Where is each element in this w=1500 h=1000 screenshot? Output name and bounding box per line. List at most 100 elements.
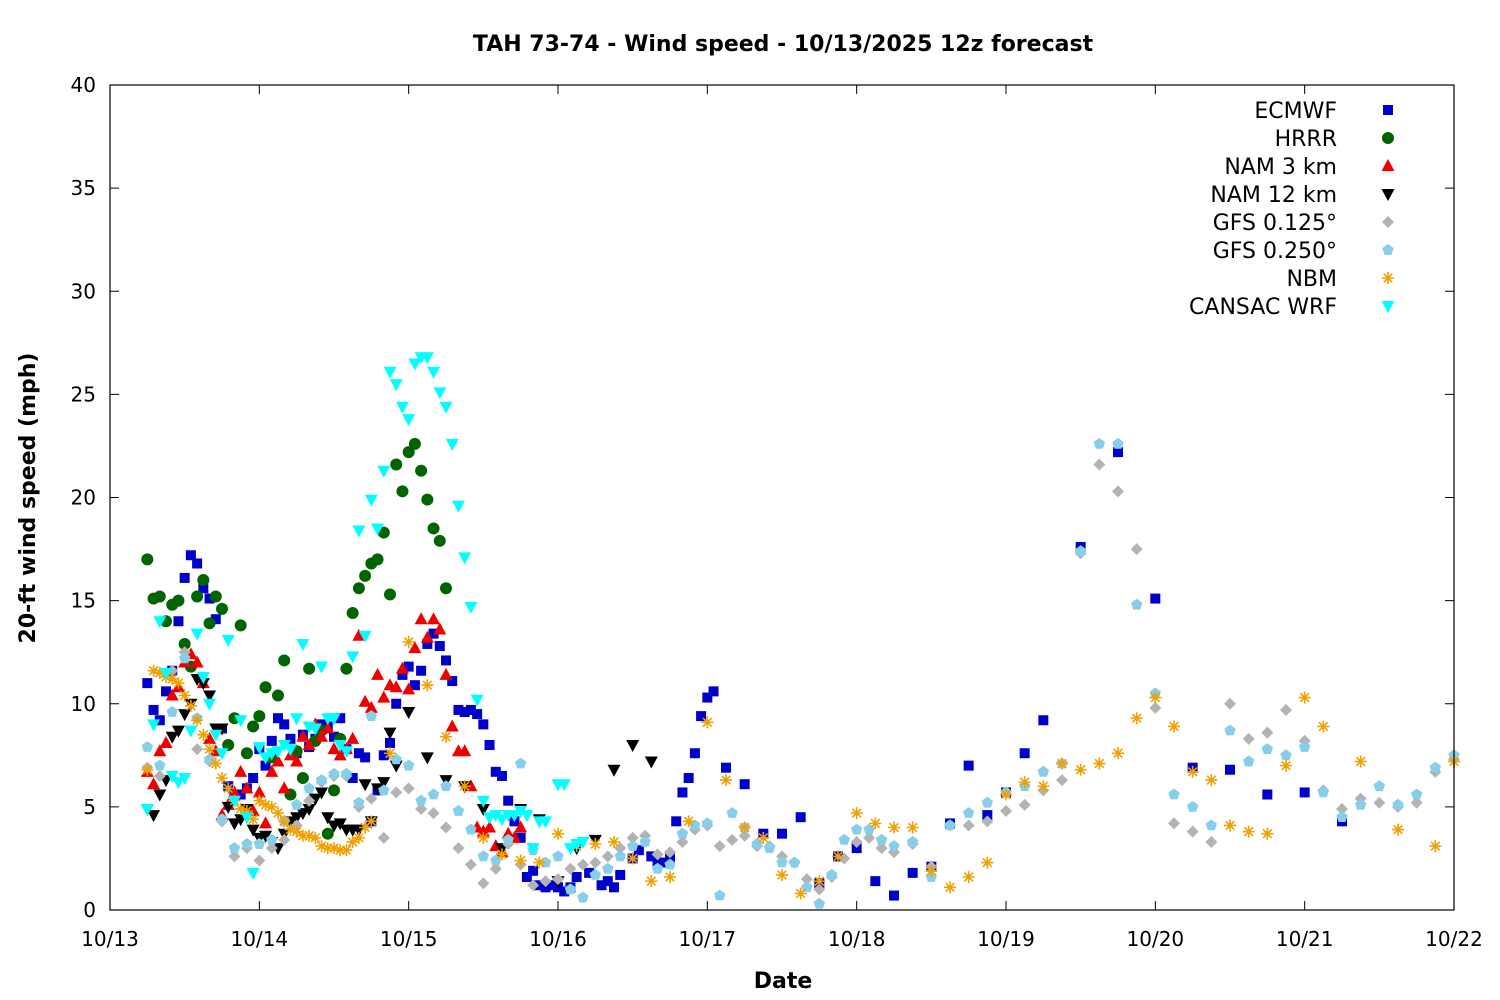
data-point bbox=[296, 772, 309, 784]
data-point bbox=[609, 882, 619, 893]
x-tick-label: 10/17 bbox=[679, 927, 737, 951]
data-point bbox=[701, 817, 713, 829]
data-point bbox=[296, 829, 309, 842]
data-point bbox=[1373, 780, 1385, 792]
data-point bbox=[308, 723, 322, 736]
data-point bbox=[209, 729, 223, 742]
data-point bbox=[359, 821, 372, 834]
data-point bbox=[339, 746, 353, 759]
data-point bbox=[148, 704, 159, 715]
data-point bbox=[402, 782, 415, 795]
data-point bbox=[496, 848, 508, 861]
data-point bbox=[515, 832, 526, 843]
data-point bbox=[216, 772, 228, 784]
data-point bbox=[321, 827, 334, 840]
data-point bbox=[316, 719, 327, 730]
data-point bbox=[303, 794, 316, 807]
data-point bbox=[626, 852, 639, 865]
data-point bbox=[420, 352, 434, 365]
data-point bbox=[147, 777, 161, 790]
legend-marker bbox=[1381, 189, 1395, 201]
data-point bbox=[813, 875, 826, 888]
legend-label: CANSAC WRF bbox=[1189, 295, 1337, 320]
data-point bbox=[963, 760, 974, 771]
data-point bbox=[378, 784, 390, 796]
data-point bbox=[832, 850, 844, 863]
data-point bbox=[776, 868, 788, 881]
data-point bbox=[1093, 458, 1106, 471]
y-tick-label: 0 bbox=[83, 898, 96, 922]
data-point bbox=[290, 754, 304, 767]
data-point bbox=[402, 414, 416, 427]
data-point bbox=[227, 818, 241, 831]
data-point bbox=[906, 821, 919, 834]
data-point bbox=[365, 710, 377, 721]
data-point bbox=[664, 871, 676, 883]
data-point bbox=[433, 534, 446, 547]
data-point bbox=[253, 838, 265, 849]
data-point bbox=[171, 725, 185, 738]
data-point bbox=[302, 803, 316, 816]
data-point bbox=[422, 638, 433, 649]
data-point bbox=[315, 729, 329, 742]
data-point bbox=[1354, 755, 1367, 768]
data-point bbox=[1150, 593, 1161, 604]
data-point bbox=[265, 842, 278, 855]
data-point bbox=[215, 723, 229, 736]
data-point bbox=[154, 759, 166, 771]
data-point bbox=[178, 709, 192, 722]
data-point bbox=[826, 868, 838, 880]
data-point bbox=[863, 831, 876, 844]
data-point bbox=[153, 666, 166, 679]
data-point bbox=[383, 727, 397, 740]
data-point bbox=[204, 593, 215, 604]
data-point bbox=[248, 773, 259, 783]
data-point bbox=[925, 864, 938, 877]
data-point bbox=[490, 766, 501, 777]
data-point bbox=[1242, 825, 1255, 838]
data-point bbox=[1336, 811, 1348, 822]
data-point bbox=[576, 836, 590, 849]
data-point bbox=[198, 583, 209, 594]
data-point bbox=[1187, 800, 1199, 812]
data-point bbox=[277, 781, 291, 794]
data-point bbox=[333, 818, 347, 831]
data-point bbox=[395, 661, 409, 674]
data-point bbox=[227, 785, 241, 798]
data-point bbox=[191, 743, 204, 756]
data-point bbox=[1149, 691, 1162, 704]
data-point bbox=[776, 856, 788, 868]
series-cansac-wrf bbox=[140, 352, 590, 880]
data-point bbox=[196, 678, 210, 691]
data-point bbox=[1205, 774, 1218, 787]
data-point bbox=[240, 781, 254, 794]
data-point bbox=[302, 738, 316, 750]
data-point bbox=[1224, 724, 1236, 736]
data-point bbox=[708, 686, 719, 697]
data-point bbox=[465, 704, 476, 715]
data-point bbox=[439, 667, 453, 680]
data-point bbox=[676, 835, 689, 848]
data-point bbox=[671, 816, 682, 827]
data-point bbox=[153, 744, 167, 757]
data-point bbox=[1373, 796, 1386, 809]
data-point bbox=[415, 794, 427, 806]
data-point bbox=[614, 850, 626, 862]
data-point bbox=[465, 823, 477, 835]
data-point bbox=[346, 835, 359, 848]
data-point bbox=[664, 846, 676, 859]
data-point bbox=[159, 667, 173, 680]
data-point bbox=[308, 793, 322, 806]
data-point bbox=[165, 688, 179, 701]
data-point bbox=[166, 706, 178, 717]
data-point bbox=[346, 607, 359, 619]
data-point bbox=[602, 876, 613, 887]
data-point bbox=[539, 875, 552, 888]
data-point bbox=[1280, 749, 1292, 761]
data-point bbox=[738, 821, 751, 834]
data-point bbox=[253, 794, 266, 807]
data-point bbox=[196, 671, 210, 684]
legend-label: NBM bbox=[1286, 267, 1337, 292]
data-point bbox=[851, 843, 862, 854]
data-point bbox=[203, 743, 216, 756]
